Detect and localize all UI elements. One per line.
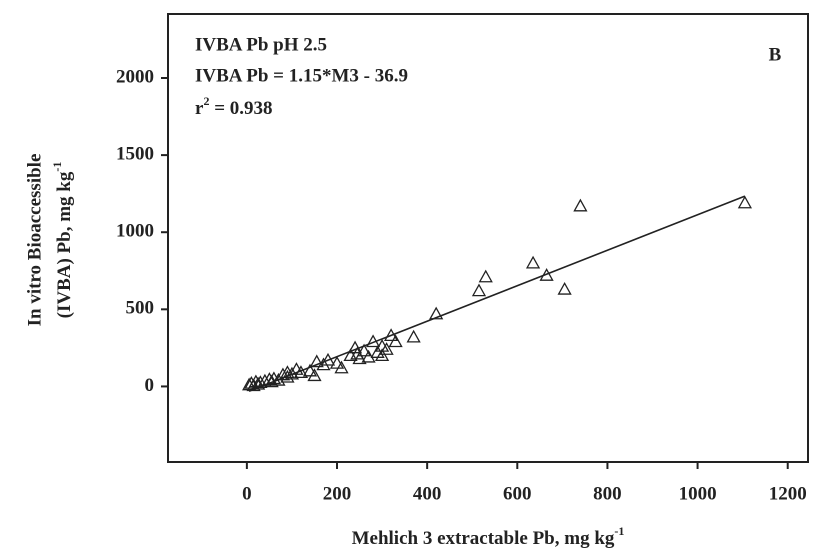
annotation-sup: 2 [203,94,209,108]
y-axis-label-text: (IVBA) Pb, mg kg [54,171,75,318]
point [388,334,403,348]
point [253,375,268,389]
point [539,268,554,281]
x-tick-label: 600 [503,483,532,504]
y-tick-label: 1500 [116,143,154,164]
point [293,365,309,379]
x-tick-label: 1200 [769,483,807,504]
annotation-part: r [195,98,204,119]
y-axis-label-line: In vitro Bioaccessible [24,154,45,327]
x-tick-label: 400 [413,483,442,504]
point [573,198,588,212]
x-tick-label: 0 [242,483,252,504]
point [309,354,324,368]
y-axis-label-line: (IVBA) Pb, mg kg-1 [50,162,76,319]
point [525,255,541,269]
point [302,363,318,377]
point [244,376,259,389]
panel-label: B [769,44,782,65]
point [352,351,367,365]
plot-frame [167,13,809,463]
annotation: IVBA Pb pH 2.5 [195,34,327,55]
point [379,342,394,355]
point [280,369,295,383]
point [374,348,390,362]
point [329,355,345,369]
point [478,269,493,283]
point [242,377,257,391]
x-tick-label: 1000 [679,483,717,504]
y-tick-label: 1000 [116,221,154,242]
y-tick-label: 0 [145,375,155,396]
point [406,329,421,343]
fit-line [248,195,746,392]
point [251,376,266,390]
point [284,366,300,380]
point [471,283,487,297]
point [316,357,331,371]
point [307,368,322,382]
y-tick-label: 500 [126,298,155,319]
point [737,195,753,209]
point [365,334,381,348]
point [557,281,572,295]
point [429,306,444,320]
x-tick-label: 800 [593,483,622,504]
x-axis-label-sup: -1 [614,524,624,538]
point [334,360,349,374]
x-axis-label-text: Mehlich 3 extractable Pb, mg kg [352,528,615,549]
point [356,343,372,357]
x-axis-label: Mehlich 3 extractable Pb, mg kg-1 [352,524,625,550]
point [383,328,399,341]
y-tick-label: 2000 [116,66,154,87]
annotation: r2 = 0.938 [195,94,273,120]
annotation: IVBA Pb = 1.15*M3 - 36.9 [195,65,408,86]
point [320,352,336,366]
y-axis-label-sup: -1 [50,162,64,172]
y-axis-label: In vitro Bioaccessible (IVBA) Pb, mg kg-… [24,154,75,327]
annotation-part: = 0.938 [209,98,272,119]
point [262,372,277,385]
point [248,374,263,388]
point [257,373,273,387]
x-tick-label: 200 [323,483,352,504]
